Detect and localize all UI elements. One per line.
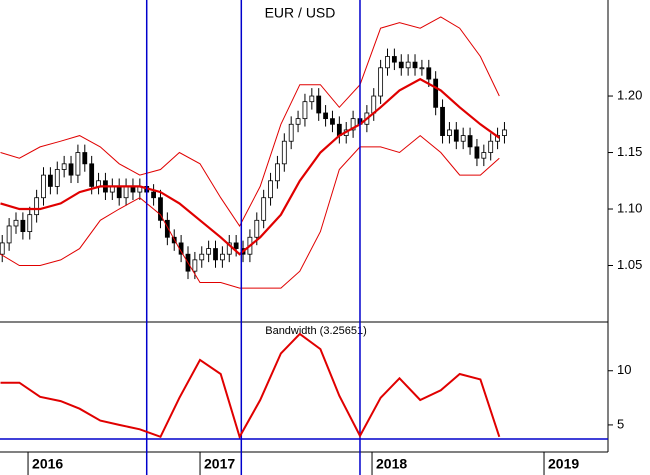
candle-body: [288, 123, 294, 142]
candle-body: [385, 56, 390, 69]
candle-body: [502, 129, 507, 136]
candle-body: [295, 118, 301, 125]
candle-body: [254, 219, 260, 238]
candle-body: [0, 242, 5, 255]
candle-body: [116, 186, 122, 199]
candle-body: [433, 78, 439, 108]
candle-body: [20, 219, 26, 233]
candle-body: [453, 129, 459, 142]
candle-body: [199, 253, 205, 261]
candle-body: [426, 67, 432, 80]
candle-body: [405, 61, 411, 69]
candle-body: [447, 129, 452, 136]
x-tick-label: 2019: [548, 456, 579, 472]
x-tick-label: 2017: [204, 456, 235, 472]
candle-body: [213, 248, 218, 261]
line: [0, 77, 500, 256]
candle-body: [233, 242, 239, 249]
candle-body: [330, 118, 335, 125]
line: [0, 16, 500, 227]
candle-body: [268, 180, 273, 199]
candle-body: [6, 225, 12, 244]
chart-title: EUR / USD: [265, 5, 336, 21]
candle-body: [275, 163, 280, 182]
candle-body: [75, 152, 81, 176]
y-tick-label: 10: [617, 362, 631, 377]
candle-body: [34, 197, 40, 216]
candle-body: [151, 191, 156, 199]
candle-body: [391, 56, 397, 63]
candle-body: [440, 106, 445, 136]
candle-body: [219, 253, 225, 261]
candle-body: [164, 219, 170, 238]
y-tick-label: 1.20: [617, 87, 642, 102]
candle-body: [54, 169, 60, 187]
candle-body: [281, 140, 287, 165]
candle-body: [460, 135, 466, 142]
candle-body: [488, 140, 494, 153]
y-tick-label: 1.10: [617, 200, 642, 215]
line: [0, 134, 500, 289]
candle-body: [27, 214, 33, 233]
candle-body: [316, 95, 322, 114]
candle-body: [261, 197, 267, 221]
candle-body: [41, 174, 46, 199]
candle-body: [89, 163, 95, 187]
candle-body: [350, 118, 356, 131]
panel-title: Bandwidth (3.25651): [265, 325, 367, 337]
x-tick-label: 2018: [376, 456, 407, 472]
candle-body: [123, 186, 129, 199]
candle-body: [68, 163, 74, 176]
candle-body: [13, 219, 19, 227]
candle-body: [467, 135, 473, 148]
candle-body: [226, 242, 232, 255]
candle-body: [474, 146, 480, 159]
candle-body: [61, 163, 67, 170]
candle-body: [398, 61, 404, 69]
candle-body: [47, 174, 53, 187]
candle-body: [158, 197, 163, 221]
candle-body: [302, 101, 308, 120]
candle-body: [323, 112, 328, 120]
y-tick-label: 1.15: [617, 144, 642, 159]
y-tick-label: 5: [617, 416, 624, 431]
candle-body: [419, 67, 425, 70]
candle-body: [206, 248, 212, 255]
candle-body: [309, 95, 315, 103]
y-tick-label: 1.05: [617, 257, 642, 272]
candle-body: [192, 259, 198, 272]
candle-body: [378, 67, 384, 97]
x-tick-label: 2016: [32, 456, 63, 472]
candle-body: [82, 152, 88, 165]
line: [0, 332, 501, 440]
candle-body: [481, 152, 487, 159]
candle-body: [412, 61, 418, 69]
